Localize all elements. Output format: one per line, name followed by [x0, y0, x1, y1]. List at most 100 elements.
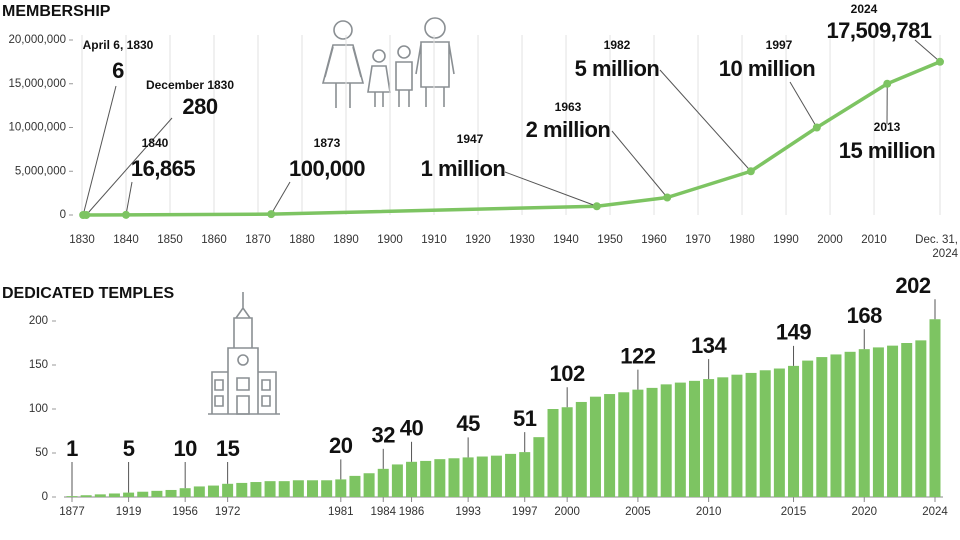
x-tick-label: 1960 — [641, 234, 667, 246]
bar — [660, 384, 672, 497]
value-label: 202 — [895, 273, 930, 298]
value-label: 45 — [456, 411, 480, 436]
date-label: 1840 — [142, 136, 169, 150]
x-tick-label: 2010 — [861, 234, 887, 246]
leader-line — [914, 39, 941, 63]
temples-title: DEDICATED TEMPLES — [2, 285, 174, 302]
bar — [462, 457, 474, 497]
x-tick-label: 1956 — [172, 506, 198, 518]
data-point — [883, 79, 892, 88]
data-point — [936, 57, 944, 66]
bar — [788, 365, 800, 497]
date-label: 1947 — [457, 132, 484, 146]
value-label: 17,509,781 — [826, 18, 931, 43]
y-tick-label: 15,000,000 — [8, 78, 66, 90]
bar — [688, 380, 700, 497]
y-tick-label: 0 — [60, 209, 66, 221]
value-label: 102 — [550, 361, 585, 386]
value-label: 10 million — [719, 56, 816, 81]
value-label: 134 — [691, 333, 727, 358]
bar — [335, 479, 347, 497]
bar — [434, 459, 446, 497]
date-label: 1963 — [555, 100, 582, 114]
leader-line — [85, 117, 173, 216]
bar — [476, 456, 488, 497]
date-label: 1873 — [314, 136, 341, 150]
bar — [236, 482, 248, 497]
value-label: 10 — [173, 436, 197, 461]
x-tick-label: 1900 — [377, 234, 403, 246]
membership-line — [83, 60, 941, 217]
x-tick-label: 1920 — [465, 234, 491, 246]
bar — [575, 401, 587, 497]
bar — [363, 473, 375, 497]
date-label: 1997 — [766, 38, 793, 52]
bar — [547, 409, 559, 497]
value-label: 1 million — [421, 156, 506, 181]
x-tick-label: 1981 — [328, 506, 354, 518]
x-tick-label: 2020 — [851, 506, 877, 518]
bar — [250, 482, 262, 497]
bar — [377, 468, 389, 497]
bar — [604, 394, 616, 497]
data-point — [267, 210, 276, 219]
x-tick-label: 1840 — [113, 234, 139, 246]
x-tick-label: 1970 — [685, 234, 711, 246]
y-tick-label: 100 — [29, 403, 48, 415]
data-point — [122, 210, 131, 219]
membership-title: MEMBERSHIP — [2, 3, 111, 20]
bar — [278, 481, 290, 497]
value-label: 51 — [513, 406, 537, 431]
leader-line — [504, 171, 598, 207]
x-tick-label: 1870 — [245, 234, 271, 246]
bar — [589, 396, 601, 497]
value-label: 1 — [66, 436, 78, 461]
leader-line — [789, 81, 818, 128]
bar — [207, 485, 219, 497]
bar — [717, 377, 729, 497]
bar — [193, 486, 205, 497]
bar — [420, 460, 432, 497]
bar — [448, 458, 460, 497]
y-tick-label: 20,000,000 — [8, 34, 66, 46]
leader-line — [125, 181, 133, 215]
x-tick-label: 1880 — [289, 234, 315, 246]
bar — [561, 407, 573, 497]
bar — [745, 372, 757, 497]
date-label: 1982 — [604, 38, 631, 52]
x-tick-label: 2005 — [625, 506, 651, 518]
x-tick-label: 1984 — [370, 506, 396, 518]
y-tick-label: 50 — [35, 447, 48, 459]
x-tick-label: 1993 — [455, 506, 481, 518]
bar — [406, 461, 418, 497]
leader-line — [82, 85, 117, 216]
value-label: 2 million — [526, 117, 611, 142]
x-tick-label: 1950 — [597, 234, 623, 246]
x-tick-label: 2000 — [554, 506, 580, 518]
data-point — [592, 202, 601, 211]
bar — [830, 354, 842, 497]
bar — [618, 392, 630, 497]
bar — [703, 379, 715, 497]
x-tick-label: 1910 — [421, 234, 447, 246]
x-tick-label: 1830 — [69, 234, 95, 246]
x-tick-label: 1980 — [729, 234, 755, 246]
x-tick-label: 1940 — [553, 234, 579, 246]
x-tick-label: 1877 — [59, 506, 85, 518]
y-tick-label: 0 — [42, 491, 48, 503]
value-label: 122 — [620, 343, 655, 368]
bar — [349, 475, 361, 497]
bar — [533, 437, 545, 497]
value-label: 280 — [182, 94, 217, 119]
bar — [264, 481, 276, 497]
bar — [123, 492, 135, 497]
data-point — [812, 123, 821, 132]
bar — [674, 382, 686, 497]
leader-line — [270, 181, 291, 215]
value-label: 15 million — [839, 138, 936, 163]
x-tick-label: 2024 — [922, 506, 948, 518]
y-tick-label: 200 — [29, 315, 48, 327]
bar — [505, 453, 517, 497]
bar — [519, 452, 531, 497]
bar — [872, 347, 884, 497]
